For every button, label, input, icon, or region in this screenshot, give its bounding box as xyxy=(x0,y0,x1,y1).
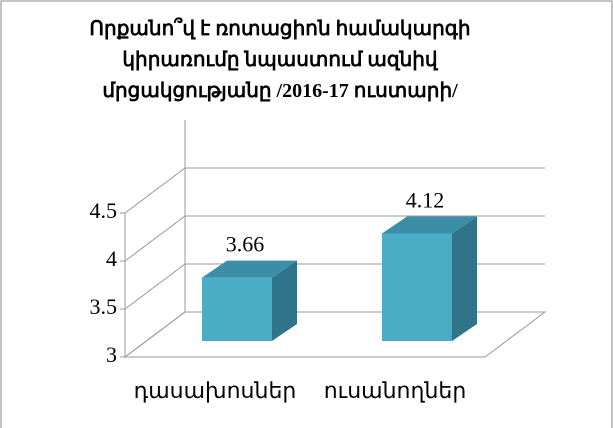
y-tick-label: 4.5 xyxy=(90,198,118,223)
bar xyxy=(202,277,272,341)
grid-line xyxy=(124,311,186,358)
x-tick-label: ուսանողներ xyxy=(324,378,467,403)
data-label: 3.66 xyxy=(226,232,265,257)
bar xyxy=(382,233,452,341)
y-tick-label: 4 xyxy=(106,246,117,271)
bar-top xyxy=(202,260,297,278)
grid-line xyxy=(124,215,186,262)
data-label: 4.12 xyxy=(406,188,445,213)
y-tick-label: 3 xyxy=(106,342,117,367)
chart-title: Որքանո՞վ է ռոտացիոն համակարգի կիրառումը … xyxy=(89,18,471,102)
grid-line xyxy=(124,167,186,214)
x-tick-label: դասախոսներ xyxy=(134,378,297,403)
bar-side xyxy=(272,260,297,341)
floor xyxy=(125,311,547,358)
bar-top xyxy=(382,216,477,234)
y-tick-label: 3.5 xyxy=(90,294,118,319)
bar-side xyxy=(452,216,477,341)
grid-line xyxy=(124,263,186,310)
